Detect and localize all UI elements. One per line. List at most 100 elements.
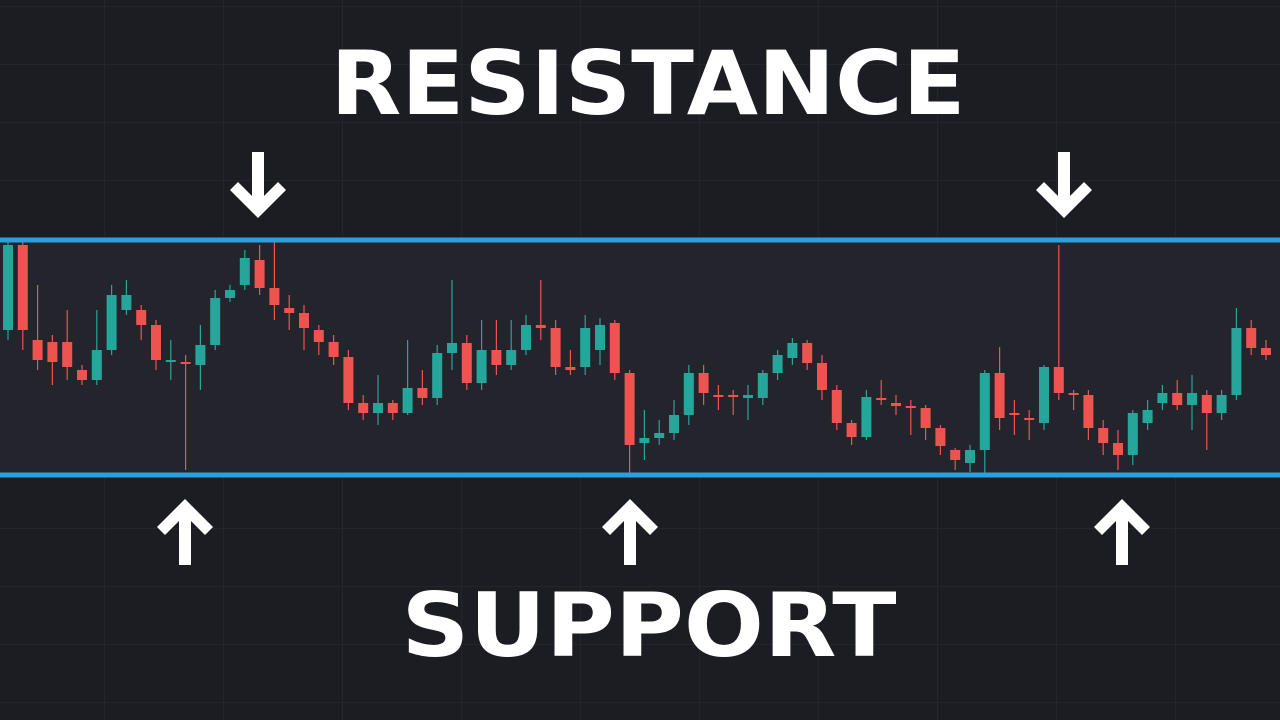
- candle-body: [1142, 410, 1153, 423]
- candle-body: [417, 388, 428, 398]
- up-arrow: [1094, 499, 1150, 565]
- range-fill: [0, 240, 1280, 475]
- candle-body: [254, 260, 265, 288]
- down-arrow: [1036, 152, 1092, 218]
- candle-body: [225, 290, 235, 298]
- candle-body: [550, 328, 561, 367]
- candle-body: [846, 423, 857, 437]
- support-label: SUPPORT: [402, 574, 897, 677]
- candle-body: [920, 408, 931, 428]
- candle-body: [669, 415, 679, 433]
- candle-body: [565, 367, 576, 370]
- candle-body: [136, 310, 147, 325]
- candle-body: [1068, 393, 1079, 395]
- candle-body: [521, 325, 531, 350]
- candle-body: [831, 390, 842, 423]
- candle-body: [402, 388, 413, 413]
- candle-body: [17, 245, 28, 330]
- candle-body: [979, 373, 990, 450]
- candle-body: [77, 370, 87, 380]
- candle-body: [1009, 413, 1020, 415]
- candle-body: [210, 298, 221, 345]
- candle-body: [1201, 395, 1212, 413]
- candle-body: [817, 363, 827, 390]
- candle-body: [624, 373, 635, 445]
- candle-body: [432, 353, 443, 398]
- candle-body: [891, 403, 901, 406]
- candle-body: [580, 328, 591, 367]
- candle-body: [905, 406, 916, 408]
- candle-body: [683, 373, 694, 415]
- candle-body: [387, 403, 398, 413]
- candle-body: [180, 362, 191, 364]
- candle-body: [1053, 367, 1064, 393]
- candle-body: [772, 355, 783, 373]
- candle-body: [950, 450, 961, 460]
- candle-body: [1024, 418, 1035, 420]
- range-band: [0, 240, 1280, 475]
- candle-body: [935, 428, 946, 446]
- candle-body: [1172, 393, 1183, 405]
- candle-body: [476, 350, 487, 383]
- candle-body: [1127, 413, 1138, 455]
- candle-body: [595, 325, 605, 350]
- candle-body: [313, 330, 324, 342]
- candle-body: [373, 403, 383, 413]
- candle-body: [47, 342, 58, 362]
- candle-body: [639, 438, 650, 443]
- candle-body: [506, 350, 517, 365]
- candle-body: [1098, 428, 1109, 443]
- candle-body: [1261, 348, 1271, 355]
- candle-body: [1083, 395, 1094, 428]
- candle-body: [32, 340, 43, 360]
- candle-body: [447, 343, 457, 353]
- candle-body: [151, 325, 161, 360]
- candle-body: [994, 373, 1005, 418]
- candle-body: [239, 258, 250, 285]
- candle-body: [1113, 443, 1123, 455]
- candle-body: [299, 313, 309, 328]
- candle-body: [535, 325, 546, 328]
- candle-body: [965, 450, 975, 463]
- candle-body: [3, 245, 13, 330]
- candle-body: [343, 357, 354, 403]
- up-arrow: [157, 499, 213, 565]
- candle-body: [461, 343, 472, 383]
- candle-body: [121, 295, 132, 310]
- candle-body: [195, 345, 206, 365]
- candle-body: [743, 395, 753, 398]
- candle-body: [284, 308, 295, 313]
- candle-body: [91, 350, 102, 380]
- arrows: [157, 152, 1150, 565]
- levels: [0, 237, 1280, 478]
- up-arrow: [602, 499, 658, 565]
- candle-body: [876, 398, 887, 400]
- candle-body: [62, 342, 73, 367]
- candle-body: [787, 343, 798, 358]
- candle-body: [491, 350, 502, 365]
- candle-body: [757, 373, 768, 398]
- candle-body: [654, 433, 665, 438]
- candle-body: [1216, 395, 1227, 413]
- candle-body: [1246, 328, 1257, 348]
- down-arrow: [230, 152, 286, 218]
- candle-body: [728, 395, 739, 397]
- candle-body: [713, 395, 724, 397]
- candle-body: [802, 343, 813, 363]
- candle-body: [269, 288, 280, 305]
- candle-body: [1231, 328, 1242, 395]
- candle-body: [698, 373, 709, 393]
- resistance-label: RESISTANCE: [331, 32, 966, 135]
- candle-body: [1039, 367, 1049, 423]
- candle-body: [328, 342, 339, 357]
- candle-body: [609, 323, 620, 373]
- candle-body: [1187, 393, 1197, 405]
- candle-body: [165, 360, 176, 362]
- candle-body: [861, 397, 872, 437]
- candles: [3, 242, 1271, 475]
- candle-body: [1157, 393, 1168, 403]
- candle-body: [358, 403, 369, 413]
- candle-body: [106, 295, 117, 350]
